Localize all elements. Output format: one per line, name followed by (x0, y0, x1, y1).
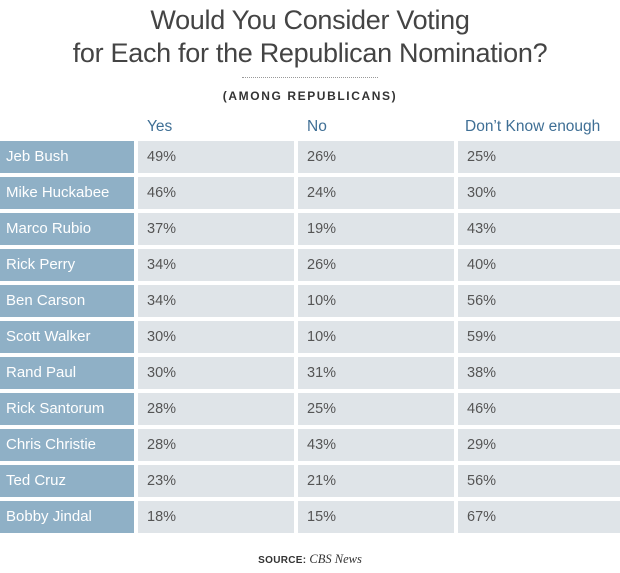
dont-know-value-cell: 40% (458, 249, 620, 281)
source-label: SOURCE: (258, 555, 307, 566)
dont-know-value-cell: 56% (458, 465, 620, 497)
dont-know-value-cell: 56% (458, 285, 620, 317)
no-value-cell: 25% (298, 393, 454, 425)
candidate-name-cell: Bobby Jindal (0, 501, 134, 533)
yes-value-cell: 34% (138, 285, 294, 317)
title-line-1: Would You Consider Voting (150, 5, 470, 35)
yes-value-cell: 30% (138, 321, 294, 353)
no-value-cell: 10% (298, 285, 454, 317)
table-row: Marco Rubio 37% 19% 43% (0, 213, 620, 245)
source-line: SOURCE: CBS News (0, 552, 620, 567)
column-header-dont-know: Don’t Know enough (465, 118, 601, 135)
no-value-cell: 26% (298, 141, 454, 173)
candidate-name-cell: Jeb Bush (0, 141, 134, 173)
dont-know-value-cell: 67% (458, 501, 620, 533)
chart-title: Would You Consider Voting for Each for t… (0, 4, 620, 70)
title-divider (242, 77, 378, 78)
dont-know-value-cell: 38% (458, 357, 620, 389)
candidate-name-cell: Ted Cruz (0, 465, 134, 497)
candidate-name-cell: Ben Carson (0, 285, 134, 317)
candidate-name-cell: Chris Christie (0, 429, 134, 461)
yes-value-cell: 37% (138, 213, 294, 245)
chart-subtitle: (AMONG REPUBLICANS) (222, 89, 398, 103)
candidate-name-cell: Mike Huckabee (0, 177, 134, 209)
table-row: Rick Perry 34% 26% 40% (0, 249, 620, 281)
dont-know-value-cell: 25% (458, 141, 620, 173)
candidate-name-cell: Rick Perry (0, 249, 134, 281)
yes-value-cell: 30% (138, 357, 294, 389)
no-value-cell: 24% (298, 177, 454, 209)
no-value-cell: 31% (298, 357, 454, 389)
yes-value-cell: 49% (138, 141, 294, 173)
dont-know-value-cell: 46% (458, 393, 620, 425)
table-row: Mike Huckabee 46% 24% 30% (0, 177, 620, 209)
yes-value-cell: 18% (138, 501, 294, 533)
yes-value-cell: 46% (138, 177, 294, 209)
no-value-cell: 21% (298, 465, 454, 497)
title-line-2: for Each for the Republican Nomination? (72, 38, 548, 68)
table-row: Chris Christie 28% 43% 29% (0, 429, 620, 461)
candidate-name-cell: Rick Santorum (0, 393, 134, 425)
table-row: Jeb Bush 49% 26% 25% (0, 141, 620, 173)
table-row: Scott Walker 30% 10% 59% (0, 321, 620, 353)
no-value-cell: 19% (298, 213, 454, 245)
column-header-yes: Yes (147, 118, 173, 135)
dont-know-value-cell: 43% (458, 213, 620, 245)
candidate-name-cell: Scott Walker (0, 321, 134, 353)
no-value-cell: 10% (298, 321, 454, 353)
table-row: Bobby Jindal 18% 15% 67% (0, 501, 620, 533)
table-row: Ben Carson 34% 10% 56% (0, 285, 620, 317)
yes-value-cell: 28% (138, 429, 294, 461)
source-name: CBS News (309, 552, 362, 566)
column-header-no: No (307, 118, 327, 135)
candidate-name-cell: Marco Rubio (0, 213, 134, 245)
no-value-cell: 26% (298, 249, 454, 281)
yes-value-cell: 34% (138, 249, 294, 281)
dont-know-value-cell: 29% (458, 429, 620, 461)
table-row: Ted Cruz 23% 21% 56% (0, 465, 620, 497)
yes-value-cell: 23% (138, 465, 294, 497)
yes-value-cell: 28% (138, 393, 294, 425)
no-value-cell: 15% (298, 501, 454, 533)
dont-know-value-cell: 59% (458, 321, 620, 353)
no-value-cell: 43% (298, 429, 454, 461)
dont-know-value-cell: 30% (458, 177, 620, 209)
candidate-name-cell: Rand Paul (0, 357, 134, 389)
table-row: Rand Paul 30% 31% 38% (0, 357, 620, 389)
table-row: Rick Santorum 28% 25% 46% (0, 393, 620, 425)
